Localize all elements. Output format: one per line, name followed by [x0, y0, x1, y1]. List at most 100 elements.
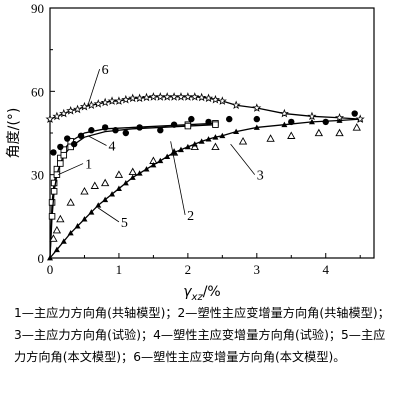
- data-point: [66, 106, 76, 115]
- data-point: [233, 128, 240, 135]
- data-point: [238, 137, 248, 145]
- data-point: [205, 118, 212, 126]
- x-tick-label: 1: [116, 262, 123, 277]
- data-point: [211, 142, 220, 151]
- data-point: [141, 92, 152, 102]
- data-point: [281, 121, 288, 128]
- data-point: [121, 94, 131, 104]
- data-point: [171, 149, 178, 155]
- data-point: [162, 92, 172, 101]
- series-layer: [45, 92, 365, 261]
- curve-leader-line: [230, 143, 256, 175]
- curve-leader-line: [58, 163, 84, 176]
- curve-label-5: 5: [121, 216, 128, 231]
- data-point: [322, 118, 329, 126]
- data-point: [198, 138, 205, 144]
- data-point-square: [184, 122, 192, 130]
- data-point: [266, 134, 275, 142]
- data-point: [188, 115, 195, 123]
- data-point: [74, 223, 81, 229]
- data-point: [128, 167, 137, 176]
- data-point: [81, 216, 88, 222]
- data-point: [115, 185, 122, 191]
- data-point: [67, 230, 74, 236]
- data-point: [352, 123, 361, 131]
- data-point: [57, 143, 64, 151]
- data-point: [212, 134, 219, 140]
- data-point: [253, 115, 261, 123]
- data-point: [114, 96, 124, 105]
- y-tick-label: 30: [31, 168, 44, 183]
- data-point: [52, 225, 62, 234]
- curve-leader-line: [98, 207, 120, 223]
- data-point: [155, 92, 165, 101]
- data-point: [335, 112, 345, 122]
- data-point: [136, 124, 143, 131]
- data-point: [217, 96, 227, 105]
- data-point: [109, 191, 116, 197]
- data-point: [148, 92, 158, 101]
- data-point: [143, 166, 150, 172]
- data-point: [93, 99, 103, 108]
- data-point-square: [48, 199, 56, 206]
- data-point: [314, 128, 324, 137]
- curve-label-3: 3: [257, 169, 264, 184]
- data-point: [176, 92, 186, 101]
- data-point-square: [53, 171, 61, 178]
- data-point: [191, 141, 198, 147]
- x-axis-subscript: xz: [191, 292, 204, 300]
- data-point: [88, 127, 95, 134]
- data-point: [50, 149, 57, 156]
- curve-leader-line: [170, 141, 186, 216]
- data-point: [226, 115, 233, 123]
- axis-layer: 0 1 2 3 4 0 30 60 90 角度/(°) γxz/%: [6, 1, 375, 300]
- data-point: [351, 110, 358, 117]
- data-point: [56, 214, 65, 223]
- data-point: [219, 132, 226, 139]
- data-point: [287, 131, 296, 139]
- data-point: [45, 114, 55, 123]
- series-line-5: [49, 118, 361, 259]
- data-point-square: [60, 151, 68, 159]
- data-point: [53, 246, 60, 253]
- data-point: [70, 140, 78, 148]
- data-point: [170, 121, 178, 128]
- data-point: [107, 96, 117, 105]
- data-point: [101, 124, 109, 131]
- data-point: [90, 181, 99, 189]
- data-point: [77, 132, 85, 139]
- curve-label-2: 2: [187, 209, 194, 224]
- data-point: [204, 93, 214, 103]
- data-point-square: [50, 179, 58, 187]
- data-point: [49, 234, 58, 242]
- data-point: [47, 255, 53, 261]
- data-point: [73, 104, 83, 114]
- data-point: [210, 94, 220, 104]
- data-point: [122, 129, 130, 137]
- data-point: [205, 136, 212, 142]
- data-point: [59, 108, 69, 118]
- data-point: [122, 180, 129, 186]
- data-point: [164, 153, 171, 160]
- data-point: [80, 187, 89, 195]
- data-point: [100, 178, 110, 187]
- data-point: [184, 143, 191, 150]
- data-point: [279, 108, 289, 118]
- y-axis-title: 角度/(°): [6, 108, 22, 159]
- data-point: [197, 92, 207, 102]
- x-axis-symbol: γ: [183, 284, 192, 300]
- x-tick-label: 0: [47, 262, 54, 277]
- data-point: [64, 135, 71, 142]
- data-point: [190, 142, 199, 151]
- data-point-square: [50, 188, 58, 195]
- data-point-square: [57, 160, 64, 167]
- data-point: [102, 196, 109, 203]
- data-point: [190, 92, 200, 101]
- x-axis-unit: /%: [203, 284, 221, 300]
- data-point: [136, 170, 143, 176]
- x-tick-label: 2: [185, 262, 192, 277]
- x-axis-title: γxz/%: [183, 284, 221, 300]
- data-point: [253, 124, 260, 130]
- x-tick-label: 3: [254, 262, 261, 277]
- figure-caption: 1—主应力方向角(共轴模型)；2—塑性主应变增量方向角(共轴模型)；3—主应力方…: [14, 306, 390, 364]
